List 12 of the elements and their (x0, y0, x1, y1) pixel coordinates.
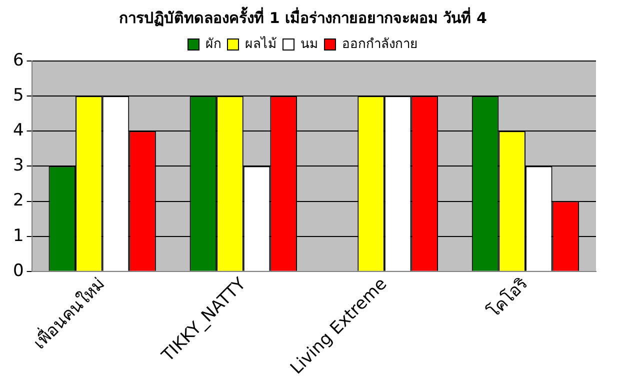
legend-label: ผัก (206, 36, 222, 52)
y-tick-label: 6 (12, 50, 24, 70)
y-tick-label: 4 (12, 120, 24, 141)
y-tick-label: 5 (12, 85, 24, 106)
legend-label: นม (300, 36, 318, 52)
y-tick-label: 2 (12, 190, 24, 211)
y-tick-label: 0 (12, 260, 24, 281)
legend-label: ผลไม้ (245, 36, 277, 52)
y-tick-label: 1 (12, 226, 24, 246)
chart-title: การปฏิบัติทดลองครั้งที่ 1 เมื่อร่างกายอยากจะผอม วันที่ 4 (119, 6, 487, 27)
y-tick-label: 3 (12, 156, 24, 176)
legend-label: ออกกำลังกาย (342, 36, 418, 52)
